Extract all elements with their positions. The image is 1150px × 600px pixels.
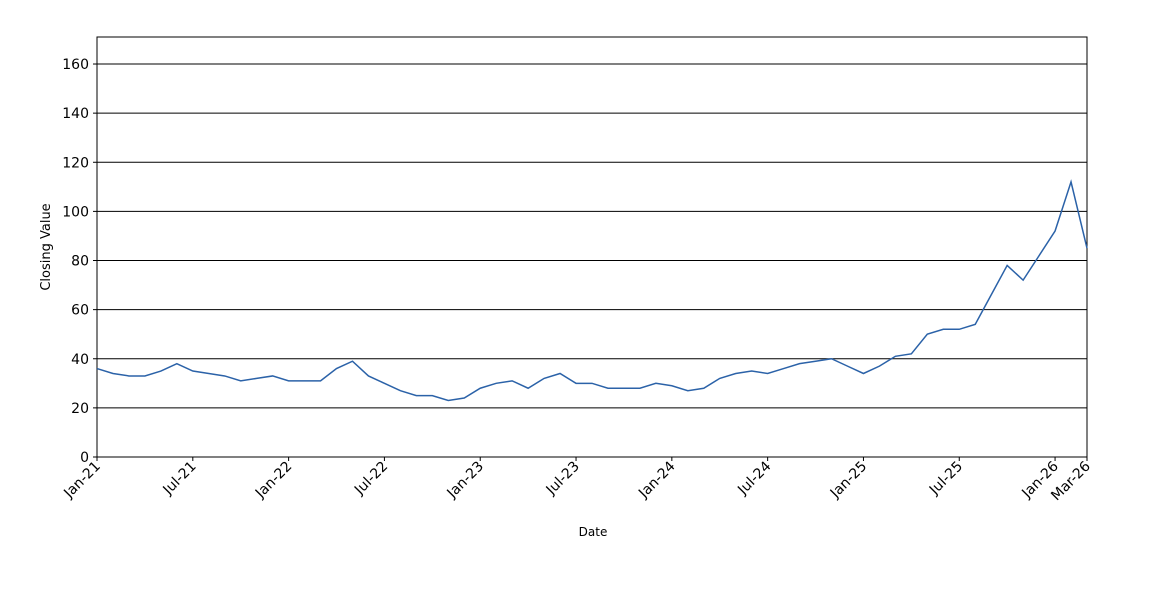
- y-tick-label: 20: [71, 401, 89, 417]
- y-tick-label: 0: [80, 450, 89, 466]
- x-tick-label: Jul-21: [159, 459, 199, 499]
- y-tick-label: 60: [71, 303, 89, 319]
- x-tick-label: Jan-23: [444, 459, 487, 502]
- x-tick-label: Jan-24: [635, 458, 679, 502]
- x-axis-label: Date: [579, 525, 608, 539]
- x-tick-label: Jul-22: [351, 459, 391, 499]
- y-tick-label: 140: [62, 106, 89, 122]
- x-tick-label: Jul-24: [734, 458, 774, 498]
- x-tick-label: Jan-25: [827, 459, 870, 502]
- x-tick-label: Jul-25: [926, 459, 966, 499]
- y-axis-label: Closing Value: [39, 203, 54, 290]
- y-tick-label: 100: [62, 204, 89, 220]
- plot-frame: [96, 36, 1088, 458]
- y-tick-label: 160: [62, 57, 89, 73]
- x-tick-label: Jan-22: [252, 459, 295, 502]
- y-tick-label: 40: [71, 352, 89, 368]
- line-series: [96, 179, 1088, 402]
- y-tick-label: 120: [62, 155, 89, 171]
- x-tick-label: Jul-23: [543, 459, 583, 499]
- y-tick-label: 80: [71, 254, 89, 270]
